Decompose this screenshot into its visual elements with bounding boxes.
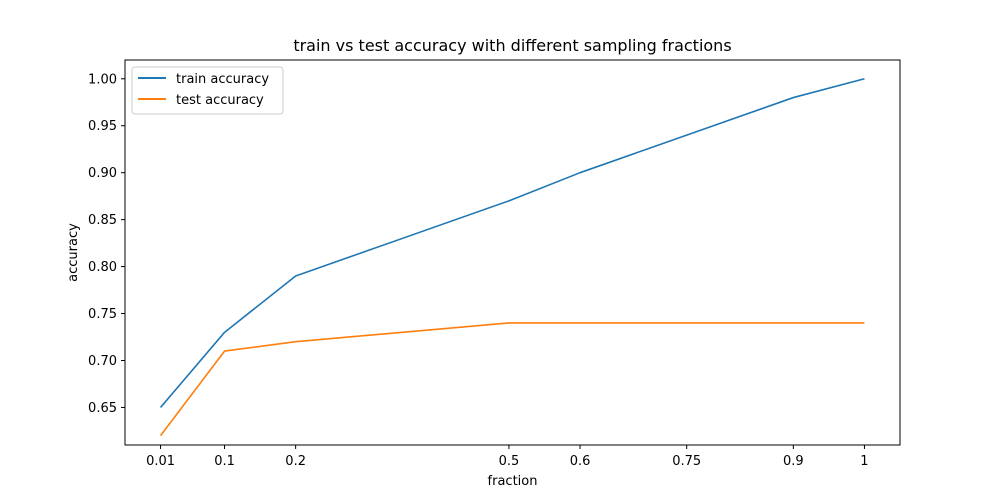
y-tick-label: 1.00 xyxy=(88,72,117,87)
test-accuracy-line xyxy=(159,322,865,437)
y-tick-label: 0.95 xyxy=(88,119,117,134)
x-tick-label: 0.1 xyxy=(214,454,235,469)
plot-frame xyxy=(124,59,901,446)
legend-test-label: test accuracy xyxy=(176,93,264,108)
x-tick-label: 0.5 xyxy=(499,454,520,469)
y-tick-label: 0.85 xyxy=(88,213,117,228)
chart-title: train vs test accuracy with different sa… xyxy=(293,36,731,55)
y-tick-label: 0.80 xyxy=(88,260,117,275)
y-tick-label: 0.75 xyxy=(88,307,117,322)
y-tick-label: 0.65 xyxy=(88,401,117,416)
x-tick-label: 0.01 xyxy=(146,454,175,469)
legend-train-label: train accuracy xyxy=(176,72,269,87)
x-axis-label: fraction xyxy=(488,474,538,489)
x-tick-label: 0.2 xyxy=(285,454,306,469)
train-accuracy-line xyxy=(159,78,865,408)
y-tick-label: 0.70 xyxy=(88,354,117,369)
x-tick-label: 0.75 xyxy=(672,454,701,469)
x-tick-label: 0.6 xyxy=(570,454,591,469)
x-tick-label: 0.9 xyxy=(783,454,804,469)
legend-box xyxy=(131,66,284,115)
x-tick-label: 1 xyxy=(860,454,868,469)
y-axis-label: accuracy xyxy=(66,223,81,282)
legend: train accuracy test accuracy xyxy=(131,66,284,115)
plot-area: 0.01 0.1 0.2 0.5 0.6 0.75 0.9 1 0.65 0.70 0.75 0.80… xyxy=(88,72,869,469)
y-tick-label: 0.90 xyxy=(88,166,117,181)
